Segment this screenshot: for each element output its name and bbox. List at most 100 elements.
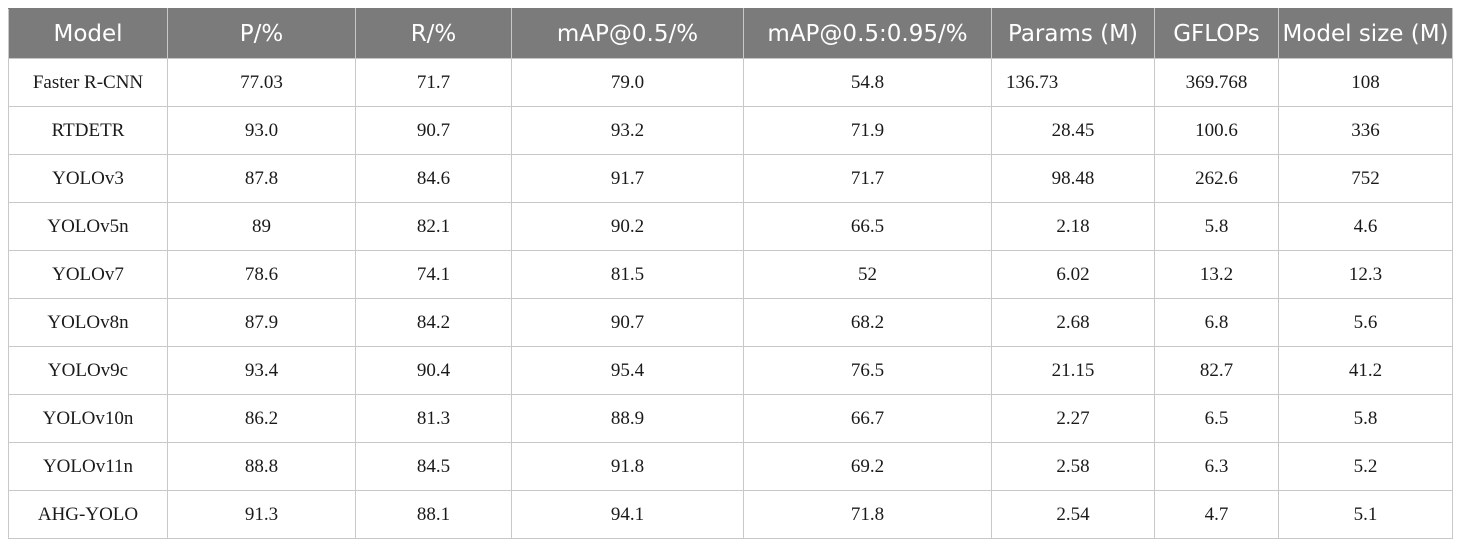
cell-model-size: 5.2 <box>1278 442 1453 491</box>
cell-precision: 87.8 <box>167 154 356 203</box>
cell-gflops: 4.7 <box>1154 490 1279 539</box>
header-map50-95: mAP@0.5:0.95/% <box>743 8 992 59</box>
table-row: YOLOv11n 88.8 84.5 91.8 69.2 2.58 6.3 5.… <box>8 442 1453 491</box>
cell-params: 6.02 <box>991 250 1155 299</box>
cell-map50-95: 66.5 <box>743 202 992 251</box>
table-row: AHG-YOLO 91.3 88.1 94.1 71.8 2.54 4.7 5.… <box>8 490 1453 539</box>
header-recall: R/% <box>355 8 512 59</box>
cell-recall: 90.4 <box>355 346 512 395</box>
cell-recall: 84.6 <box>355 154 512 203</box>
cell-gflops: 262.6 <box>1154 154 1279 203</box>
cell-recall: 74.1 <box>355 250 512 299</box>
cell-map50: 90.2 <box>511 202 744 251</box>
cell-gflops: 6.3 <box>1154 442 1279 491</box>
cell-map50: 93.2 <box>511 106 744 155</box>
cell-params: 2.68 <box>991 298 1155 347</box>
cell-model-size: 4.6 <box>1278 202 1453 251</box>
cell-map50-95: 71.7 <box>743 154 992 203</box>
header-model-size: Model size (M) <box>1278 8 1453 59</box>
table-row: YOLOv5n 89 82.1 90.2 66.5 2.18 5.8 4.6 <box>8 202 1453 251</box>
cell-map50-95: 76.5 <box>743 346 992 395</box>
table-row: YOLOv9c 93.4 90.4 95.4 76.5 21.15 82.7 4… <box>8 346 1453 395</box>
model-comparison-table: Model P/% R/% mAP@0.5/% mAP@0.5:0.95/% P… <box>8 8 1453 539</box>
cell-map50: 90.7 <box>511 298 744 347</box>
cell-model: Faster R-CNN <box>8 58 168 107</box>
cell-model: YOLOv3 <box>8 154 168 203</box>
cell-model-size: 5.6 <box>1278 298 1453 347</box>
cell-map50-95: 52 <box>743 250 992 299</box>
cell-gflops: 100.6 <box>1154 106 1279 155</box>
cell-model: YOLOv9c <box>8 346 168 395</box>
cell-model: YOLOv8n <box>8 298 168 347</box>
header-map50: mAP@0.5/% <box>511 8 744 59</box>
cell-recall: 81.3 <box>355 394 512 443</box>
cell-precision: 89 <box>167 202 356 251</box>
cell-model-size: 5.8 <box>1278 394 1453 443</box>
header-params: Params (M) <box>991 8 1155 59</box>
cell-map50-95: 66.7 <box>743 394 992 443</box>
table-row: YOLOv7 78.6 74.1 81.5 52 6.02 13.2 12.3 <box>8 250 1453 299</box>
header-model: Model <box>8 8 168 59</box>
cell-recall: 84.2 <box>355 298 512 347</box>
cell-model: YOLOv11n <box>8 442 168 491</box>
cell-params: 28.45 <box>991 106 1155 155</box>
table-row: Faster R-CNN 77.03 71.7 79.0 54.8 136.73… <box>8 58 1453 107</box>
header-precision: P/% <box>167 8 356 59</box>
cell-params: 21.15 <box>991 346 1155 395</box>
cell-params: 136.73 <box>991 58 1155 107</box>
table-row: YOLOv8n 87.9 84.2 90.7 68.2 2.68 6.8 5.6 <box>8 298 1453 347</box>
cell-model: RTDETR <box>8 106 168 155</box>
cell-map50: 79.0 <box>511 58 744 107</box>
cell-params: 98.48 <box>991 154 1155 203</box>
cell-precision: 86.2 <box>167 394 356 443</box>
cell-model-size: 41.2 <box>1278 346 1453 395</box>
cell-map50: 91.7 <box>511 154 744 203</box>
cell-map50-95: 54.8 <box>743 58 992 107</box>
cell-precision: 77.03 <box>167 58 356 107</box>
cell-gflops: 6.8 <box>1154 298 1279 347</box>
cell-model: YOLOv10n <box>8 394 168 443</box>
cell-map50-95: 71.8 <box>743 490 992 539</box>
cell-gflops: 6.5 <box>1154 394 1279 443</box>
cell-precision: 91.3 <box>167 490 356 539</box>
cell-model-size: 12.3 <box>1278 250 1453 299</box>
table-row: YOLOv3 87.8 84.6 91.7 71.7 98.48 262.6 7… <box>8 154 1453 203</box>
header-gflops: GFLOPs <box>1154 8 1279 59</box>
cell-model-size: 336 <box>1278 106 1453 155</box>
cell-model: YOLOv5n <box>8 202 168 251</box>
cell-params: 2.58 <box>991 442 1155 491</box>
cell-map50-95: 68.2 <box>743 298 992 347</box>
cell-params: 2.18 <box>991 202 1155 251</box>
cell-map50: 94.1 <box>511 490 744 539</box>
table-row: YOLOv10n 86.2 81.3 88.9 66.7 2.27 6.5 5.… <box>8 394 1453 443</box>
cell-params: 2.27 <box>991 394 1155 443</box>
cell-map50: 95.4 <box>511 346 744 395</box>
cell-model-size: 752 <box>1278 154 1453 203</box>
cell-gflops: 82.7 <box>1154 346 1279 395</box>
cell-precision: 88.8 <box>167 442 356 491</box>
cell-map50: 91.8 <box>511 442 744 491</box>
cell-precision: 87.9 <box>167 298 356 347</box>
cell-map50-95: 69.2 <box>743 442 992 491</box>
cell-precision: 93.4 <box>167 346 356 395</box>
cell-model: YOLOv7 <box>8 250 168 299</box>
results-table-container: Model P/% R/% mAP@0.5/% mAP@0.5:0.95/% P… <box>8 8 1453 539</box>
cell-recall: 82.1 <box>355 202 512 251</box>
cell-recall: 84.5 <box>355 442 512 491</box>
cell-map50: 81.5 <box>511 250 744 299</box>
cell-gflops: 369.768 <box>1154 58 1279 107</box>
cell-recall: 88.1 <box>355 490 512 539</box>
cell-recall: 90.7 <box>355 106 512 155</box>
cell-map50-95: 71.9 <box>743 106 992 155</box>
cell-model-size: 108 <box>1278 58 1453 107</box>
cell-precision: 93.0 <box>167 106 356 155</box>
header-row: Model P/% R/% mAP@0.5/% mAP@0.5:0.95/% P… <box>8 8 1453 59</box>
cell-gflops: 5.8 <box>1154 202 1279 251</box>
table-row: RTDETR 93.0 90.7 93.2 71.9 28.45 100.6 3… <box>8 106 1453 155</box>
cell-recall: 71.7 <box>355 58 512 107</box>
cell-params: 2.54 <box>991 490 1155 539</box>
cell-model: AHG-YOLO <box>8 490 168 539</box>
cell-model-size: 5.1 <box>1278 490 1453 539</box>
cell-precision: 78.6 <box>167 250 356 299</box>
cell-gflops: 13.2 <box>1154 250 1279 299</box>
